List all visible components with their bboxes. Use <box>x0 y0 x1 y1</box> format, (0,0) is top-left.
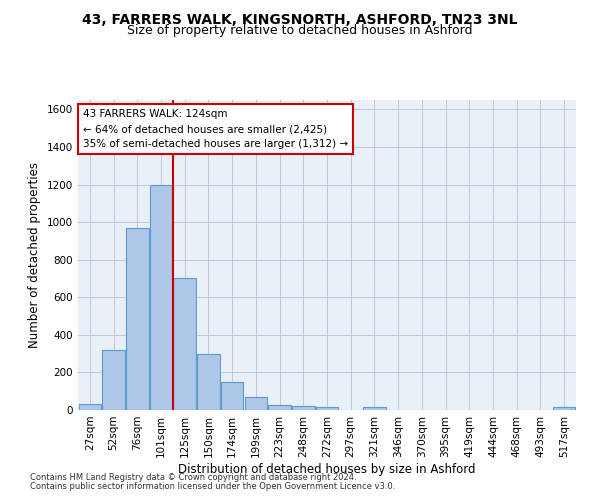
Text: 43, FARRERS WALK, KINGSNORTH, ASHFORD, TN23 3NL: 43, FARRERS WALK, KINGSNORTH, ASHFORD, T… <box>82 12 518 26</box>
Bar <box>126 228 149 410</box>
Text: 43 FARRERS WALK: 124sqm
← 64% of detached houses are smaller (2,425)
35% of semi: 43 FARRERS WALK: 124sqm ← 64% of detache… <box>83 110 348 149</box>
Bar <box>150 184 172 410</box>
Y-axis label: Number of detached properties: Number of detached properties <box>28 162 41 348</box>
Bar <box>316 407 338 410</box>
Bar <box>268 406 291 410</box>
Bar <box>363 407 386 410</box>
Bar <box>245 397 267 410</box>
Bar <box>292 406 314 410</box>
Bar <box>79 404 101 410</box>
Text: Size of property relative to detached houses in Ashford: Size of property relative to detached ho… <box>127 24 473 37</box>
Text: Contains public sector information licensed under the Open Government Licence v3: Contains public sector information licen… <box>30 482 395 491</box>
Bar <box>103 350 125 410</box>
Bar <box>173 278 196 410</box>
Text: Contains HM Land Registry data © Crown copyright and database right 2024.: Contains HM Land Registry data © Crown c… <box>30 474 356 482</box>
Bar <box>553 407 575 410</box>
Bar <box>221 382 244 410</box>
Bar <box>197 354 220 410</box>
X-axis label: Distribution of detached houses by size in Ashford: Distribution of detached houses by size … <box>178 462 476 475</box>
